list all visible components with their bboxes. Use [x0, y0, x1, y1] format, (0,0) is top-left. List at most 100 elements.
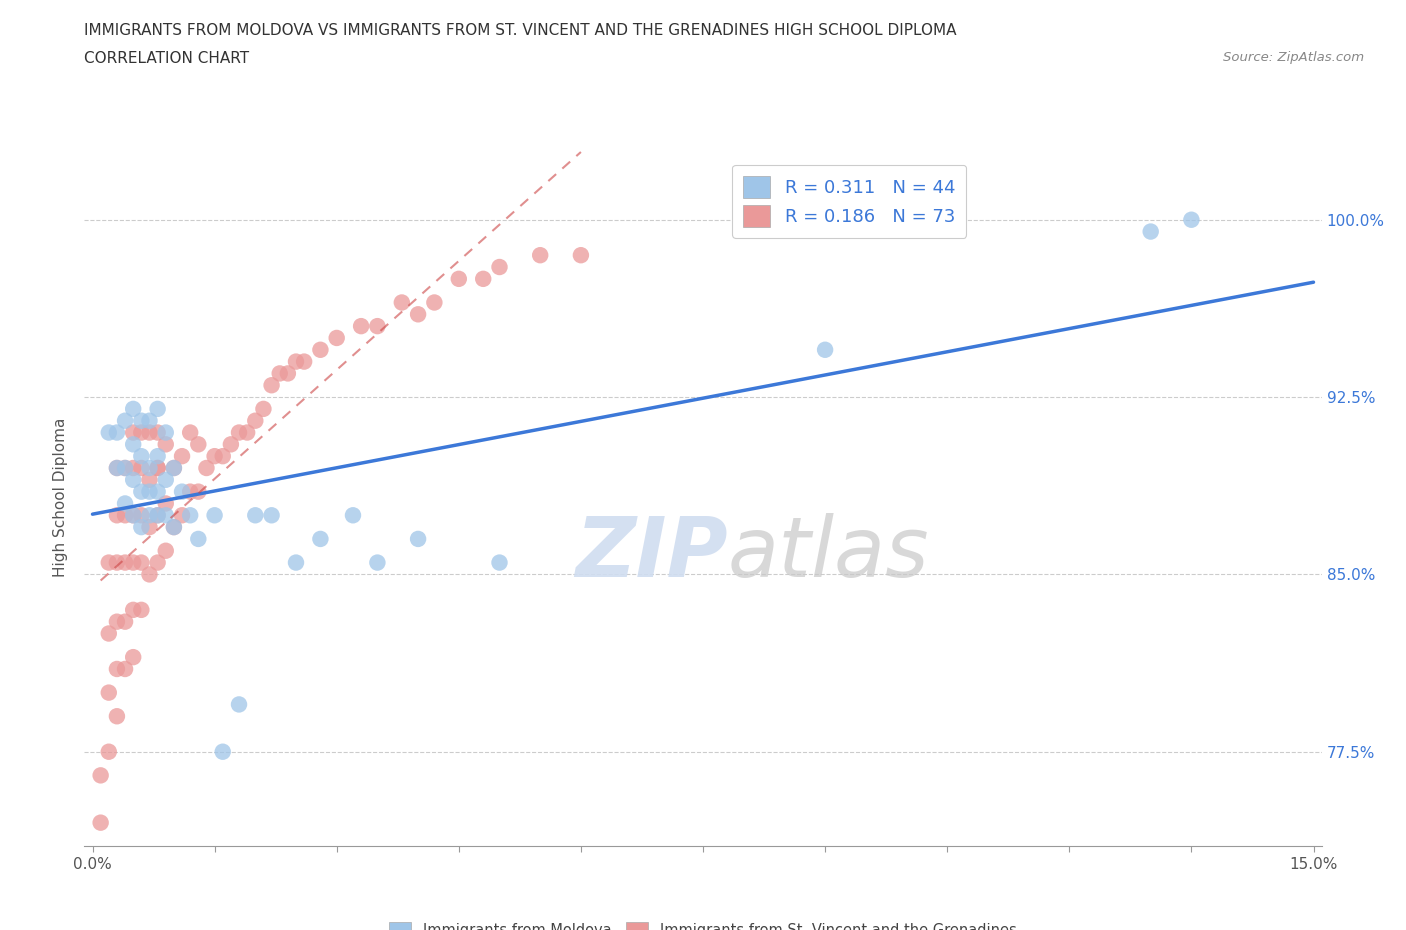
Point	[105, 614, 128, 629]
Point	[211, 744, 233, 759]
Text: ZIP: ZIP	[575, 512, 728, 594]
Text: Source: ZipAtlas.com: Source: ZipAtlas.com	[1223, 51, 1364, 64]
Point	[122, 460, 145, 475]
Point	[122, 402, 145, 417]
Point	[114, 614, 136, 629]
Point	[122, 425, 145, 440]
Point	[114, 460, 136, 475]
Point	[105, 661, 128, 676]
Point	[97, 626, 120, 641]
Point	[228, 425, 250, 440]
Point	[114, 508, 136, 523]
Point	[146, 449, 169, 464]
Point	[155, 543, 177, 558]
Point	[1180, 212, 1202, 227]
Point	[1139, 224, 1161, 239]
Point	[131, 508, 153, 523]
Point	[131, 425, 153, 440]
Point	[406, 307, 429, 322]
Point	[122, 650, 145, 665]
Text: IMMIGRANTS FROM MOLDOVA VS IMMIGRANTS FROM ST. VINCENT AND THE GRENADINES HIGH S: IMMIGRANTS FROM MOLDOVA VS IMMIGRANTS FR…	[84, 23, 957, 38]
Point	[97, 685, 120, 700]
Point	[114, 460, 136, 475]
Point	[472, 272, 495, 286]
Point	[179, 508, 201, 523]
Point	[122, 437, 145, 452]
Point	[163, 520, 186, 535]
Point	[252, 402, 274, 417]
Point	[146, 460, 169, 475]
Point	[105, 508, 128, 523]
Point	[285, 354, 308, 369]
Point	[131, 460, 153, 475]
Point	[285, 555, 308, 570]
Point	[269, 366, 291, 381]
Point	[90, 768, 112, 783]
Point	[131, 485, 153, 499]
Point	[350, 319, 373, 334]
Point	[391, 295, 413, 310]
Point	[204, 508, 226, 523]
Point	[97, 744, 120, 759]
Point	[155, 472, 177, 487]
Point	[179, 485, 201, 499]
Text: atlas: atlas	[728, 512, 929, 594]
Point	[131, 413, 153, 428]
Point	[105, 709, 128, 724]
Point	[187, 485, 209, 499]
Point	[309, 531, 332, 546]
Point	[114, 496, 136, 511]
Point	[138, 485, 160, 499]
Text: CORRELATION CHART: CORRELATION CHART	[84, 51, 249, 66]
Point	[138, 413, 160, 428]
Point	[122, 508, 145, 523]
Point	[97, 425, 120, 440]
Point	[138, 425, 160, 440]
Point	[146, 460, 169, 475]
Point	[211, 449, 233, 464]
Point	[163, 520, 186, 535]
Point	[138, 567, 160, 582]
Point	[155, 496, 177, 511]
Point	[170, 449, 193, 464]
Point	[105, 460, 128, 475]
Point	[569, 247, 592, 262]
Y-axis label: High School Diploma: High School Diploma	[53, 418, 69, 578]
Point	[146, 485, 169, 499]
Point	[366, 555, 388, 570]
Point	[138, 508, 160, 523]
Point	[155, 508, 177, 523]
Point	[488, 555, 510, 570]
Point	[292, 354, 315, 369]
Point	[163, 460, 186, 475]
Point	[406, 531, 429, 546]
Point	[236, 425, 259, 440]
Point	[90, 816, 112, 830]
Point	[245, 413, 267, 428]
Point	[366, 319, 388, 334]
Point	[529, 247, 551, 262]
Point	[131, 449, 153, 464]
Point	[122, 603, 145, 618]
Point	[122, 472, 145, 487]
Point	[155, 425, 177, 440]
Point	[114, 413, 136, 428]
Point	[146, 508, 169, 523]
Point	[105, 555, 128, 570]
Point	[97, 555, 120, 570]
Point	[814, 342, 837, 357]
Point	[131, 603, 153, 618]
Point	[146, 402, 169, 417]
Point	[204, 449, 226, 464]
Point	[219, 437, 242, 452]
Point	[122, 555, 145, 570]
Point	[146, 425, 169, 440]
Point	[228, 697, 250, 711]
Point	[131, 520, 153, 535]
Point	[325, 330, 347, 345]
Point	[187, 437, 209, 452]
Point	[138, 460, 160, 475]
Point	[447, 272, 470, 286]
Legend: Immigrants from Moldova, Immigrants from St. Vincent and the Grenadines: Immigrants from Moldova, Immigrants from…	[384, 916, 1022, 930]
Point	[309, 342, 332, 357]
